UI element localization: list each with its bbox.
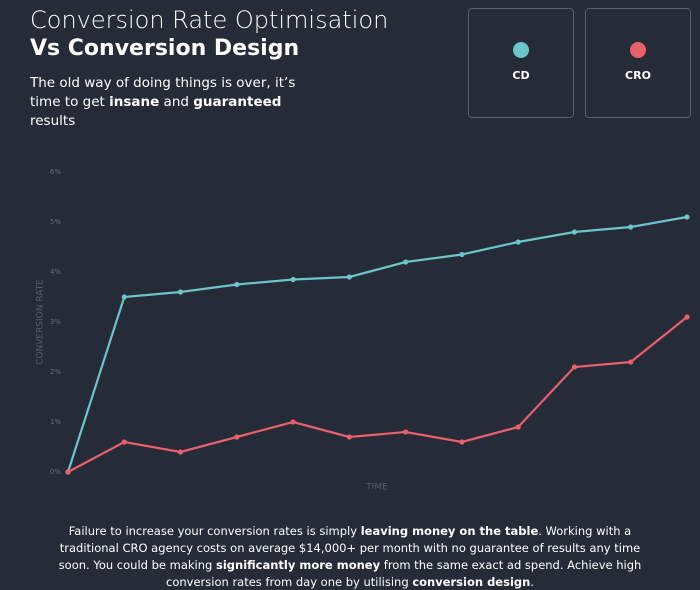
footer-text: Failure to increase your conversion rate… <box>45 523 655 590</box>
point <box>628 359 634 365</box>
text: and <box>159 94 194 110</box>
point <box>403 259 409 265</box>
legend-label: CRO <box>625 69 651 82</box>
y-tick-label: 0% <box>50 468 61 476</box>
text: results <box>30 113 76 129</box>
point <box>234 281 240 288</box>
point <box>459 439 465 445</box>
y-tick-label: 6% <box>50 168 61 176</box>
legend-dot <box>513 42 529 58</box>
legend-item: CRO <box>585 8 691 118</box>
text: insane <box>109 94 160 110</box>
text: conversion design <box>412 575 531 589</box>
point <box>290 276 296 283</box>
y-axis-label: CONVERSION RATE <box>36 279 46 365</box>
point <box>234 434 240 440</box>
text: leaving money on the table <box>360 524 539 538</box>
line <box>66 215 688 473</box>
text: from the same exact ad spend. Achieve hi… <box>166 558 642 589</box>
point <box>515 239 521 245</box>
legend-dot <box>630 42 646 58</box>
x-axis-label: TIME <box>365 483 388 493</box>
point <box>290 419 296 425</box>
line <box>67 316 688 473</box>
point <box>571 229 578 235</box>
point <box>515 424 521 430</box>
text: . <box>530 575 534 589</box>
text: significantly more money <box>216 558 381 572</box>
y-tick-label: 3% <box>50 318 61 326</box>
y-tick-label: 4% <box>50 268 61 276</box>
point <box>684 214 690 220</box>
text: The old way of doing things is over, it’… <box>30 75 296 110</box>
text: guaranteed <box>193 94 282 110</box>
point <box>403 429 409 435</box>
point <box>628 224 634 230</box>
y-tick-label: 1% <box>50 418 61 426</box>
text: . Working with a traditional CRO agency … <box>58 524 641 572</box>
point <box>459 251 465 258</box>
point <box>177 449 184 455</box>
point <box>571 364 578 370</box>
point <box>346 274 352 280</box>
point <box>346 434 352 440</box>
chart: CONVERSION RATE TIME 0% 1% 2% 3% 4% 5% 6% <box>36 168 690 493</box>
y-tick-label: 5% <box>50 218 61 226</box>
legend-item: CD <box>468 8 574 118</box>
legend-label: CD <box>512 69 530 82</box>
title: Vs Conversion Design <box>30 36 300 61</box>
y-tick-label: 2% <box>50 368 61 376</box>
text: Failure to increase your conversion rate… <box>68 524 361 538</box>
title: Conversion Rate Optimisation <box>30 6 389 34</box>
point <box>121 294 127 300</box>
point <box>121 439 127 445</box>
point <box>177 289 184 295</box>
point <box>684 314 690 320</box>
point <box>65 469 71 475</box>
subtitle: The old way of doing things is over, it’… <box>30 74 330 131</box>
